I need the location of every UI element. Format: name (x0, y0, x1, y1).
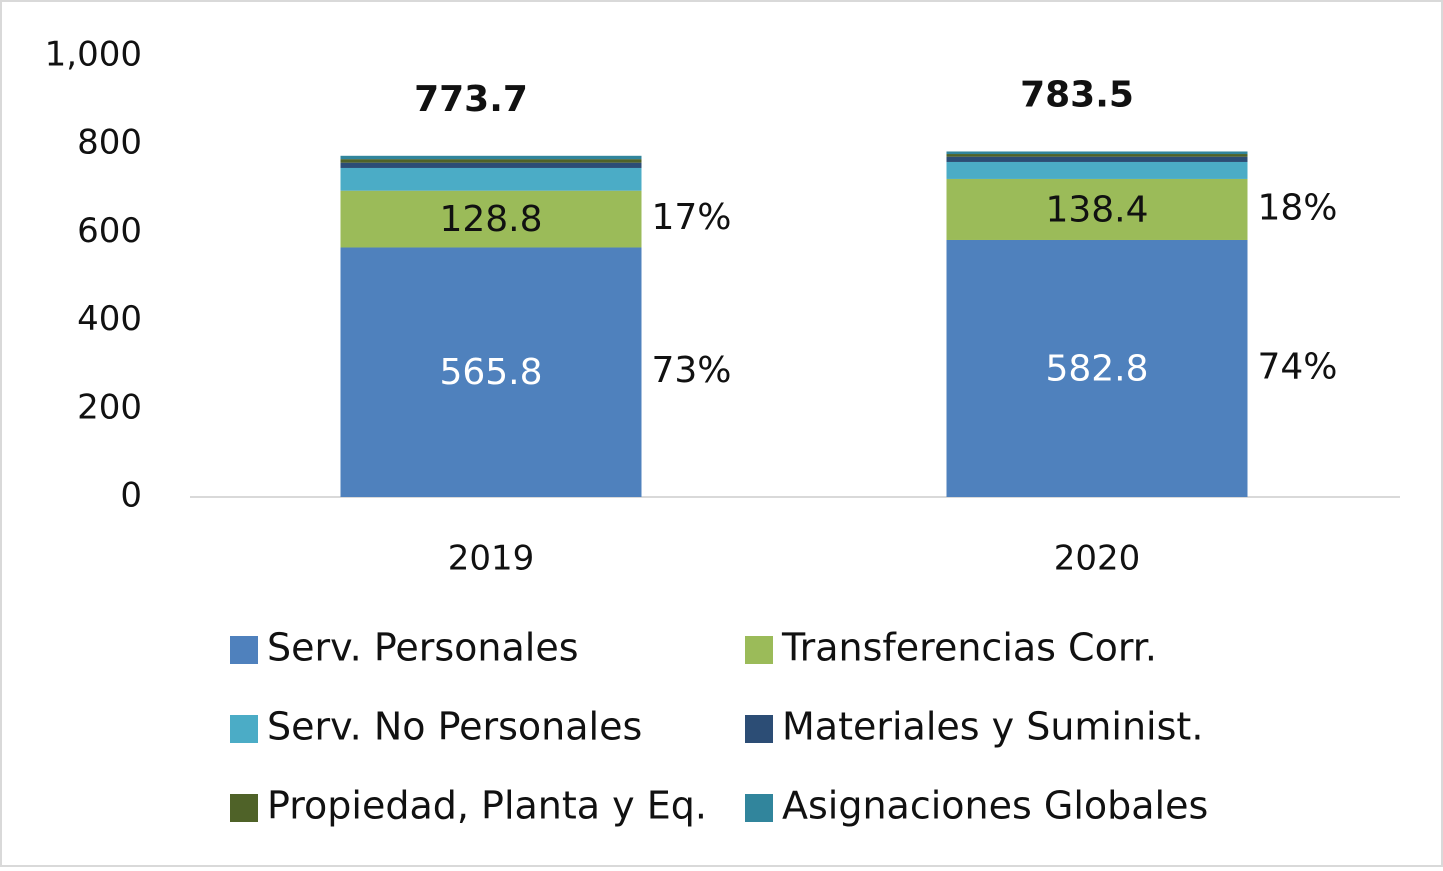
legend-label: Transferencias Corr. (781, 626, 1157, 670)
y-tick-label: 600 (77, 211, 142, 251)
percent-label: 18% (1258, 187, 1338, 228)
bar-segment (946, 151, 1248, 155)
total-label: 783.5 (1020, 74, 1134, 115)
data-label: 582.8 (1045, 348, 1148, 389)
y-tick-label: 800 (77, 123, 142, 163)
x-tick-label: 2019 (448, 539, 535, 579)
percent-label: 17% (652, 197, 732, 238)
total-label: 773.7 (414, 79, 528, 120)
y-tick-label: 400 (77, 299, 142, 339)
legend-swatch (230, 794, 258, 822)
bar-segment (946, 156, 1248, 162)
bar-segment (340, 162, 642, 168)
legend-swatch (745, 715, 773, 743)
legend-label: Serv. No Personales (267, 705, 642, 749)
bar-segment (946, 239, 1248, 497)
bar-segment (946, 154, 1248, 157)
y-tick-label: 1,000 (45, 35, 142, 75)
data-label: 128.8 (439, 199, 542, 240)
bar-segment (340, 247, 642, 497)
data-label: 138.4 (1045, 189, 1148, 230)
legend-swatch (745, 636, 773, 664)
percent-label: 74% (1258, 346, 1338, 387)
y-tick-label: 200 (77, 387, 142, 427)
bar-segment (340, 190, 642, 248)
legend-label: Serv. Personales (267, 626, 579, 670)
bar-segment (340, 159, 642, 163)
data-label: 565.8 (439, 352, 542, 393)
bar-segment (946, 161, 1248, 179)
legend-label: Asignaciones Globales (782, 784, 1208, 828)
bar-segment (340, 155, 642, 160)
percent-label: 73% (652, 350, 732, 391)
bar-segment (340, 167, 642, 191)
legend-swatch (745, 794, 773, 822)
y-tick-label: 0 (120, 476, 142, 516)
bar-segment (946, 178, 1248, 240)
legend-label: Materiales y Suminist. (782, 705, 1203, 749)
x-tick-label: 2020 (1054, 539, 1141, 579)
legend-label: Propiedad, Planta y Eq. (267, 784, 707, 828)
legend-swatch (230, 715, 258, 743)
legend-swatch (230, 636, 258, 664)
